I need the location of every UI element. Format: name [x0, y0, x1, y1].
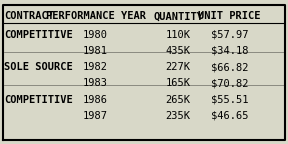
Text: UNIT PRICE: UNIT PRICE: [198, 11, 261, 21]
Text: $70.82: $70.82: [211, 78, 248, 88]
Text: $46.65: $46.65: [211, 111, 248, 121]
Text: 165K: 165K: [166, 78, 191, 88]
Text: $34.18: $34.18: [211, 46, 248, 56]
Text: $55.51: $55.51: [211, 95, 248, 105]
Text: $66.82: $66.82: [211, 62, 248, 72]
Text: 110K: 110K: [166, 30, 191, 40]
Text: COMPETITIVE: COMPETITIVE: [4, 30, 73, 40]
Text: 227K: 227K: [166, 62, 191, 72]
Text: 235K: 235K: [166, 111, 191, 121]
Text: SOLE SOURCE: SOLE SOURCE: [4, 62, 73, 72]
Text: $57.97: $57.97: [211, 30, 248, 40]
Text: 1981: 1981: [83, 46, 108, 56]
Text: CONTRACT: CONTRACT: [4, 11, 54, 21]
Text: PERFORMANCE YEAR: PERFORMANCE YEAR: [46, 11, 145, 21]
Text: 435K: 435K: [166, 46, 191, 56]
Text: COMPETITIVE: COMPETITIVE: [4, 95, 73, 105]
Text: 1980: 1980: [83, 30, 108, 40]
Text: QUANTITY: QUANTITY: [153, 11, 203, 21]
Text: 1983: 1983: [83, 78, 108, 88]
Text: 1982: 1982: [83, 62, 108, 72]
Text: 1986: 1986: [83, 95, 108, 105]
Text: 265K: 265K: [166, 95, 191, 105]
Text: 1987: 1987: [83, 111, 108, 121]
